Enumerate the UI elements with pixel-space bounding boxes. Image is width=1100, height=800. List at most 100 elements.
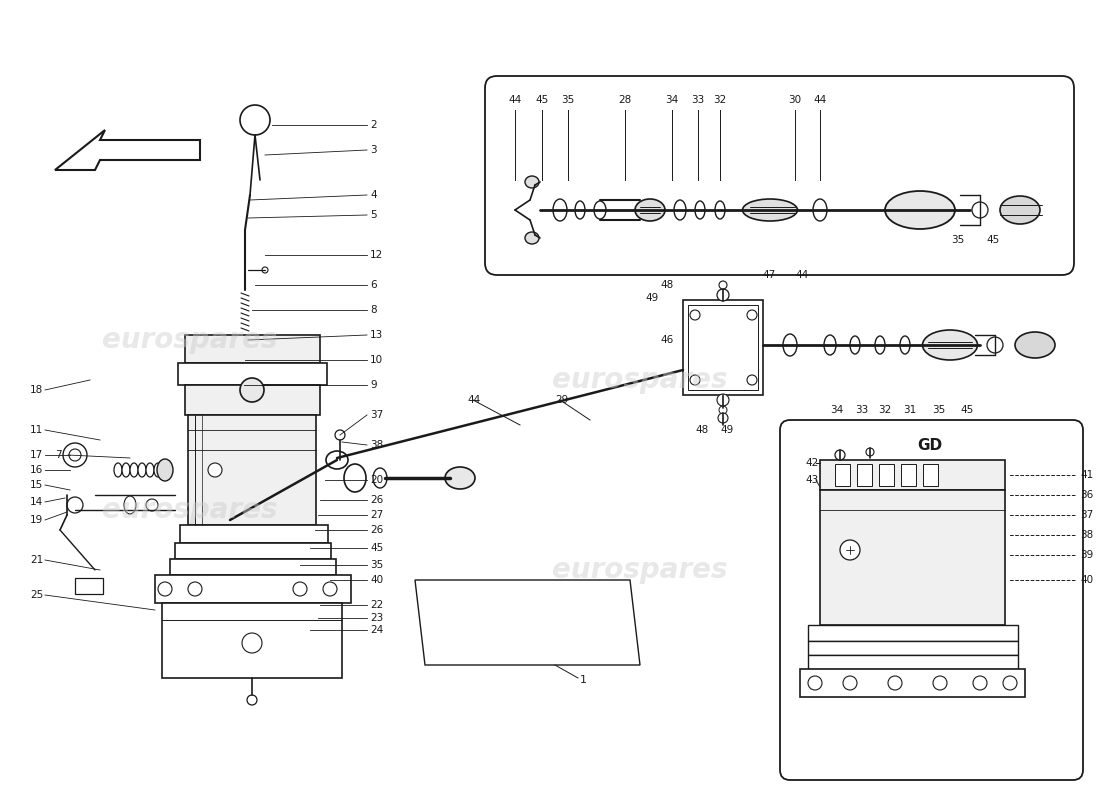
Bar (185, 335, 320, 363)
Text: 43: 43 (805, 475, 818, 485)
Text: 5: 5 (370, 210, 376, 220)
Text: 31: 31 (903, 405, 916, 415)
Circle shape (208, 463, 222, 477)
Ellipse shape (635, 199, 666, 221)
Text: 45: 45 (370, 543, 383, 553)
Bar (835, 464, 850, 486)
Circle shape (888, 676, 902, 690)
Bar (800, 669, 1025, 697)
Ellipse shape (783, 334, 798, 356)
Bar (162, 603, 342, 678)
Circle shape (158, 582, 172, 596)
Text: 27: 27 (370, 510, 383, 520)
Text: 48: 48 (695, 425, 708, 435)
Ellipse shape (874, 336, 886, 354)
Ellipse shape (124, 496, 136, 514)
Circle shape (719, 406, 727, 414)
Bar (808, 625, 1018, 641)
Text: 28: 28 (618, 95, 631, 105)
Ellipse shape (446, 467, 475, 489)
Bar (857, 464, 872, 486)
Circle shape (747, 310, 757, 320)
Text: 21: 21 (30, 555, 43, 565)
Bar (175, 543, 331, 559)
Circle shape (933, 676, 947, 690)
Text: 48: 48 (660, 280, 673, 290)
Ellipse shape (344, 464, 366, 492)
Text: 19: 19 (30, 515, 43, 525)
Text: 2: 2 (370, 120, 376, 130)
Ellipse shape (813, 199, 827, 221)
Text: 44: 44 (508, 95, 521, 105)
Circle shape (835, 450, 845, 460)
Circle shape (242, 633, 262, 653)
Text: 37: 37 (370, 410, 383, 420)
Ellipse shape (900, 336, 910, 354)
Text: 37: 37 (1080, 510, 1093, 520)
Text: 13: 13 (370, 330, 383, 340)
Circle shape (718, 413, 728, 423)
Text: 44: 44 (795, 270, 808, 280)
Circle shape (293, 582, 307, 596)
Circle shape (719, 281, 727, 289)
Text: 35: 35 (370, 560, 383, 570)
FancyBboxPatch shape (485, 76, 1074, 275)
Text: 11: 11 (30, 425, 43, 435)
Circle shape (323, 582, 337, 596)
Ellipse shape (326, 451, 348, 469)
Text: 25: 25 (30, 590, 43, 600)
Circle shape (240, 378, 264, 402)
Text: eurospares: eurospares (102, 496, 277, 524)
Text: eurospares: eurospares (102, 326, 277, 354)
Bar (683, 300, 763, 395)
Ellipse shape (553, 199, 566, 221)
Circle shape (747, 375, 757, 385)
Text: 18: 18 (30, 385, 43, 395)
Text: 47: 47 (762, 270, 776, 280)
Text: 33: 33 (692, 95, 705, 105)
Ellipse shape (575, 201, 585, 219)
Ellipse shape (594, 201, 606, 219)
Circle shape (69, 449, 81, 461)
Text: 20: 20 (370, 475, 383, 485)
Text: 6: 6 (370, 280, 376, 290)
Text: 1: 1 (580, 675, 587, 685)
Ellipse shape (138, 463, 146, 477)
Ellipse shape (114, 463, 122, 477)
Bar (808, 641, 1018, 655)
Text: eurospares: eurospares (552, 366, 728, 394)
Text: 41: 41 (1080, 470, 1093, 480)
Bar (808, 655, 1018, 669)
Circle shape (843, 676, 857, 690)
Bar (180, 525, 328, 543)
Text: 12: 12 (370, 250, 383, 260)
Text: 15: 15 (30, 480, 43, 490)
Text: 26: 26 (370, 495, 383, 505)
Circle shape (987, 337, 1003, 353)
Circle shape (866, 448, 874, 456)
Ellipse shape (146, 463, 154, 477)
Text: 42: 42 (805, 458, 818, 468)
Ellipse shape (695, 201, 705, 219)
Bar (820, 490, 1005, 625)
Ellipse shape (130, 463, 138, 477)
Bar (185, 385, 320, 415)
Ellipse shape (923, 330, 978, 360)
Text: 34: 34 (666, 95, 679, 105)
Circle shape (690, 375, 700, 385)
FancyBboxPatch shape (780, 420, 1084, 780)
Text: 33: 33 (855, 405, 868, 415)
Text: 16: 16 (30, 465, 43, 475)
Text: 40: 40 (370, 575, 383, 585)
Text: GD: GD (917, 438, 943, 453)
Text: 17: 17 (30, 450, 43, 460)
Ellipse shape (715, 201, 725, 219)
Bar (923, 464, 938, 486)
Text: 35: 35 (952, 235, 965, 245)
Circle shape (808, 676, 822, 690)
Ellipse shape (886, 191, 955, 229)
Text: 36: 36 (1080, 490, 1093, 500)
Circle shape (262, 267, 268, 273)
Bar (178, 363, 327, 385)
Ellipse shape (373, 468, 387, 488)
